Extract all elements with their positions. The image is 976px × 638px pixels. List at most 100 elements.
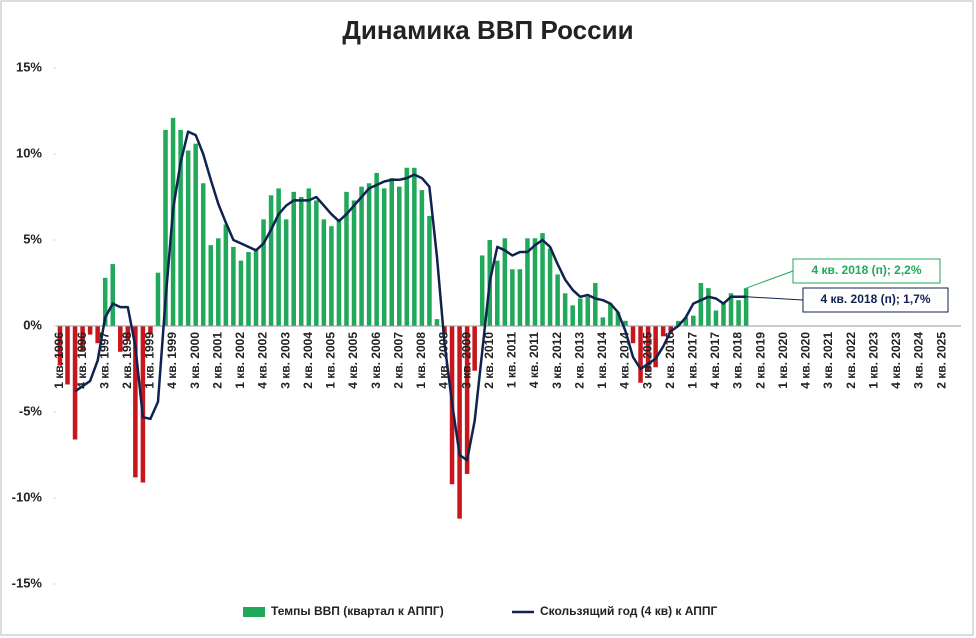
y-tick-label: 10% xyxy=(16,145,42,160)
bar xyxy=(623,320,628,326)
bar xyxy=(381,188,387,326)
x-tick-label: 2 кв. 2019 xyxy=(753,332,767,389)
x-tick-label: 4 кв. 2023 xyxy=(889,332,903,389)
bar xyxy=(208,245,214,326)
x-tick-label: 4 кв. 2017 xyxy=(708,332,722,389)
bar xyxy=(397,186,402,326)
bar xyxy=(562,293,568,326)
bar xyxy=(314,200,319,326)
bar xyxy=(653,326,658,368)
y-tick-label: -10% xyxy=(12,489,43,504)
bar xyxy=(268,195,274,326)
bar xyxy=(728,293,734,326)
annotation-connector xyxy=(746,296,804,301)
bar xyxy=(668,326,673,333)
bar xyxy=(479,255,485,326)
x-tick-label: 4 кв. 2014 xyxy=(618,332,632,389)
y-tick-label: -5% xyxy=(19,403,43,418)
bar xyxy=(525,238,530,326)
x-tick-label: 4 кв. 1999 xyxy=(165,332,179,389)
bar xyxy=(593,283,598,326)
bar xyxy=(193,143,198,326)
bar xyxy=(434,319,440,326)
bar xyxy=(57,326,63,366)
bar xyxy=(329,226,334,326)
x-tick-label: 2 кв. 2022 xyxy=(844,332,858,389)
bar xyxy=(412,167,417,326)
legend-label: Темпы ВВП (квартал к АППГ) xyxy=(271,604,444,618)
bar xyxy=(510,269,515,326)
x-tick-label: 4 кв. 2002 xyxy=(256,332,270,389)
x-tick-label: 2 кв. 2025 xyxy=(934,332,948,389)
bar xyxy=(223,224,229,326)
bar xyxy=(110,264,116,326)
annotation-text: 4 кв. 2018 (п); 2,2% xyxy=(811,263,921,277)
annotation-box xyxy=(802,287,949,313)
x-tick-label: 1 кв. 2023 xyxy=(866,332,880,389)
x-tick-label: 1 кв. 2011 xyxy=(505,332,519,388)
x-tick-label: 3 кв. 2009 xyxy=(459,332,473,389)
bar xyxy=(140,326,146,483)
x-tick-label: 2 кв. 2004 xyxy=(301,332,315,389)
x-tick-label: 4 кв. 2011 xyxy=(527,332,541,388)
bar xyxy=(608,303,613,326)
bar xyxy=(457,326,462,519)
line xyxy=(74,130,747,462)
bar xyxy=(80,326,85,352)
x-tick-label: 2 кв. 2001 xyxy=(210,332,224,389)
bar xyxy=(464,326,470,474)
bar xyxy=(298,197,304,326)
bar xyxy=(200,183,206,326)
bar xyxy=(283,219,289,326)
x-tick-label: 1 кв. 1996 xyxy=(52,332,66,389)
x-tick-label: 3 кв. 2006 xyxy=(369,332,383,389)
bar xyxy=(336,219,342,326)
x-tick-label: 3 кв. 2018 xyxy=(731,332,745,389)
bar xyxy=(118,326,123,352)
y-tick-label: 15% xyxy=(16,59,42,74)
bar xyxy=(547,248,553,326)
annotation-connector xyxy=(745,270,794,289)
x-tick-label: 1 кв. 2020 xyxy=(776,332,790,389)
x-tick-label: 4 кв. 2020 xyxy=(799,332,813,389)
bar xyxy=(427,215,432,326)
bar xyxy=(706,288,711,326)
annotation-text: 4 кв. 2018 (п); 1,7% xyxy=(820,292,930,306)
bar xyxy=(155,272,161,326)
bar xyxy=(713,310,719,326)
bar xyxy=(366,183,372,326)
bar xyxy=(246,252,251,326)
bar xyxy=(178,129,183,326)
bar xyxy=(185,150,191,326)
bar xyxy=(216,238,221,326)
bar xyxy=(638,326,643,383)
y-tick-label: 0% xyxy=(23,317,42,332)
x-tick-label: 1 кв. 2002 xyxy=(233,332,247,389)
bar xyxy=(404,167,410,326)
bar xyxy=(359,186,364,326)
bar xyxy=(351,200,357,326)
bar xyxy=(736,300,741,326)
x-tick-label: 2 кв. 2010 xyxy=(482,332,496,389)
bar xyxy=(344,191,349,326)
bar xyxy=(87,326,93,335)
bar xyxy=(615,312,621,326)
bar xyxy=(389,178,394,326)
x-tick-label: 3 кв. 1997 xyxy=(97,332,111,389)
bar xyxy=(72,326,78,440)
bar xyxy=(419,190,425,326)
bar xyxy=(630,326,636,344)
y-tick-label: 5% xyxy=(23,231,42,246)
bar xyxy=(148,326,153,335)
bar xyxy=(65,326,70,385)
bar xyxy=(253,248,259,326)
chart-title: Динамика ВВП России xyxy=(342,15,633,45)
bar xyxy=(276,188,281,326)
bar xyxy=(577,298,583,326)
x-tick-label: 4 кв. 1996 xyxy=(75,332,89,389)
bar xyxy=(231,246,236,326)
bar xyxy=(472,326,477,371)
x-tick-label: 1 кв. 1999 xyxy=(143,332,157,389)
bar xyxy=(163,129,168,326)
